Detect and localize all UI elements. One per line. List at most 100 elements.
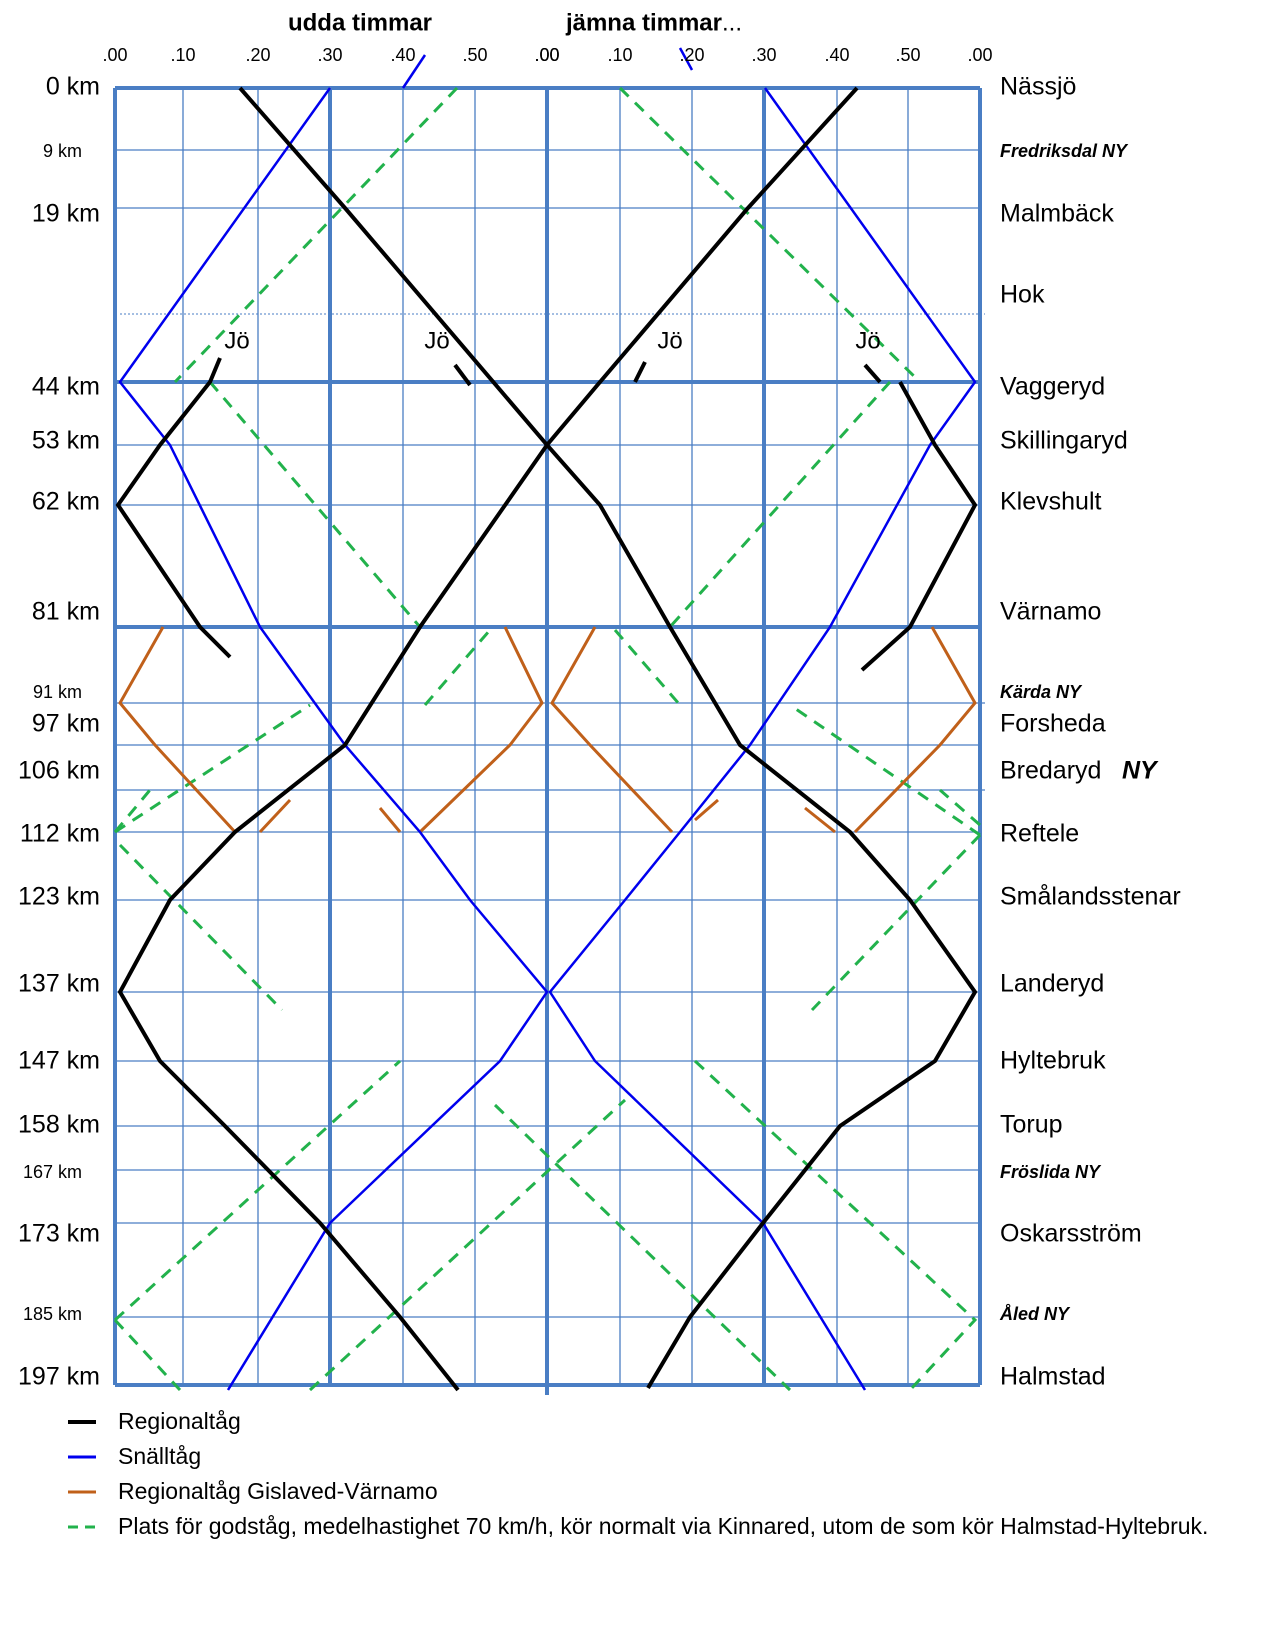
- minute-tick-label: .00: [102, 45, 127, 65]
- legend-swatch: [68, 1525, 96, 1529]
- minute-tick-label: .40: [390, 45, 415, 65]
- km-label: 123 km: [18, 883, 100, 911]
- freight-path: [113, 789, 152, 833]
- express-paths: [118, 47, 977, 1391]
- km-label: 185 km: [23, 1304, 82, 1324]
- gislaved-path: [853, 626, 977, 834]
- km-label: 91 km: [33, 682, 82, 702]
- station-name: Oskarsström: [1000, 1220, 1142, 1248]
- express-path: [548, 87, 977, 1391]
- minute-tick-label: .20: [245, 45, 270, 65]
- freight-path: [118, 843, 284, 1012]
- legend-item: Regionaltåg Gislaved-Värnamo: [68, 1478, 1258, 1505]
- station-name: Värnamo: [1000, 598, 1101, 626]
- gislaved-path: [258, 798, 292, 834]
- station-name: Skillingaryd: [1000, 427, 1128, 455]
- regional-path: [117, 86, 550, 1392]
- station-name: Reftele: [1000, 820, 1079, 848]
- legend-label: Regionaltåg: [118, 1408, 241, 1434]
- station-name: Kärda NY: [1000, 682, 1083, 702]
- freight-path: [423, 629, 492, 706]
- even-hours-title: jämna timmar: [565, 9, 722, 36]
- gislaved-path: [694, 798, 719, 822]
- labels: udda timmar jämna timmar ... Jö Jö Jö Jö…: [18, 9, 1181, 1390]
- gislaved-path: [378, 807, 402, 833]
- km-label: 81 km: [32, 598, 100, 626]
- legend-swatch: [68, 1455, 96, 1459]
- minute-tick-label: .20: [679, 45, 704, 65]
- express-path: [678, 47, 694, 71]
- station-name: Åled NY: [999, 1304, 1071, 1324]
- minute-tick-label: .30: [751, 45, 776, 65]
- station-name: Smålandsstenar: [1000, 883, 1181, 911]
- station-name: Vaggeryd: [1000, 373, 1105, 401]
- regional-path: [860, 381, 978, 672]
- minute-tick-label: .30: [317, 45, 342, 65]
- regional-paths: [115, 86, 978, 1392]
- legend-item: Snälltåg: [68, 1443, 1258, 1470]
- freight-paths: [113, 86, 982, 1392]
- regional-path: [115, 357, 232, 659]
- gislaved-path: [118, 626, 237, 834]
- odd-hours-title: udda timmar: [288, 9, 432, 36]
- km-label: 147 km: [18, 1047, 100, 1075]
- legend-item: Plats för godståg, medelhastighet 70 km/…: [68, 1513, 1258, 1540]
- station-name: Landeryd: [1000, 970, 1104, 998]
- freight-path: [939, 788, 981, 827]
- turn-label: Jö: [224, 327, 249, 354]
- minute-tick-label: .40: [824, 45, 849, 65]
- regional-path: [633, 361, 647, 383]
- km-label: 19 km: [32, 200, 100, 228]
- legend-swatch: [68, 1420, 96, 1424]
- freight-path: [114, 703, 311, 834]
- freight-path: [113, 1059, 402, 1322]
- station-suffix: NY: [1122, 757, 1159, 785]
- km-label: 62 km: [32, 488, 100, 516]
- station-name: Torup: [1000, 1111, 1063, 1139]
- express-path: [401, 54, 427, 89]
- station-name: Halmstad: [1000, 1363, 1106, 1391]
- station-name: Bredaryd: [1000, 757, 1101, 785]
- km-label: 197 km: [18, 1363, 100, 1391]
- freight-path: [618, 86, 922, 384]
- turn-label: Jö: [855, 327, 880, 354]
- km-label: 9 km: [43, 141, 82, 161]
- km-label: 112 km: [20, 820, 100, 848]
- gislaved-paths: [118, 626, 977, 834]
- station-name: Malmbäck: [1000, 200, 1114, 228]
- km-label: 53 km: [32, 427, 100, 455]
- minute-tick-label: .00: [967, 45, 992, 65]
- even-hours-suffix: ...: [722, 9, 742, 36]
- legend-label: Plats för godståg, medelhastighet 70 km/…: [118, 1513, 1209, 1539]
- freight-path: [308, 1098, 627, 1392]
- gislaved-path: [804, 806, 836, 834]
- regional-path: [453, 363, 472, 387]
- freight-path: [613, 629, 682, 706]
- km-label: 97 km: [32, 710, 100, 738]
- station-name: Fröslida NY: [1000, 1162, 1102, 1182]
- train-graph: udda timmar jämna timmar ... Jö Jö Jö Jö…: [18, 9, 1181, 1395]
- minute-tick-label: .00: [534, 45, 559, 65]
- freight-path: [693, 1059, 978, 1392]
- minute-tick-label: .50: [895, 45, 920, 65]
- freight-path: [668, 380, 892, 629]
- station-name: Forsheda: [1000, 710, 1106, 738]
- legend: Regionaltåg Snälltåg Regionaltåg Gislave…: [68, 1408, 1258, 1548]
- km-label: 44 km: [32, 373, 100, 401]
- turn-label: Jö: [424, 327, 449, 354]
- km-label: 167 km: [23, 1162, 82, 1182]
- km-label: 158 km: [18, 1111, 100, 1139]
- regional-path: [863, 363, 882, 384]
- freight-path: [173, 86, 459, 384]
- station-name: Fredriksdal NY: [1000, 141, 1129, 161]
- turn-label: Jö: [657, 327, 682, 354]
- freight-path: [789, 703, 981, 837]
- station-name: Hyltebruk: [1000, 1047, 1106, 1075]
- km-label: 137 km: [18, 970, 100, 998]
- station-name: Nässjö: [1000, 73, 1076, 101]
- freight-path: [113, 1318, 182, 1392]
- gislaved-path: [550, 626, 674, 834]
- minute-tick-label: .10: [170, 45, 195, 65]
- express-path: [118, 87, 549, 1391]
